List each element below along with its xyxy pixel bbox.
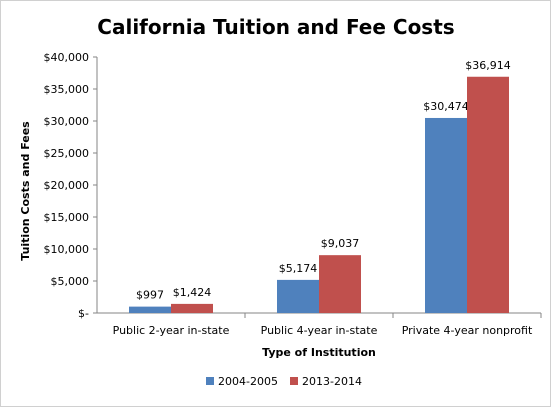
bar: [319, 255, 361, 313]
data-label: $5,174: [279, 262, 318, 275]
x-tick-label: Public 4-year in-state: [261, 324, 378, 337]
data-label: $997: [136, 289, 164, 302]
bar: [425, 117, 467, 313]
x-axis-title: Type of Institution: [262, 346, 376, 359]
y-tick-label: $15,000: [44, 211, 90, 224]
data-label: $9,037: [321, 237, 360, 250]
data-label: $30,474: [423, 100, 469, 113]
x-tick-label: Private 4-year nonprofit: [402, 324, 533, 337]
bar: [129, 306, 171, 313]
y-tick-label: $40,000: [44, 51, 90, 64]
y-tick-label: $20,000: [44, 179, 90, 192]
legend-swatch: [290, 377, 298, 385]
y-tick-label: $-: [78, 307, 89, 320]
chart-title: California Tuition and Fee Costs: [97, 15, 454, 39]
legend-label: 2004-2005: [218, 375, 278, 388]
bar: [467, 76, 509, 313]
y-axis-title: Tuition Costs and Fees: [19, 121, 32, 261]
y-tick-label: $10,000: [44, 243, 90, 256]
y-tick-label: $30,000: [44, 115, 90, 128]
data-label: $1,424: [173, 286, 212, 299]
bar: [171, 303, 213, 313]
bar: [277, 279, 319, 313]
y-tick-label: $35,000: [44, 83, 90, 96]
y-tick-label: $25,000: [44, 147, 90, 160]
plot-area: $- $5,000 $10,000 $15,000 $20,000 $25,000 $30,…: [44, 51, 542, 337]
legend: 2004-2005 2013-2014: [206, 375, 362, 388]
data-label: $36,914: [465, 59, 511, 72]
y-tick-label: $5,000: [51, 275, 90, 288]
x-tick-label: Public 2-year in-state: [113, 324, 230, 337]
legend-swatch: [206, 377, 214, 385]
legend-label: 2013-2014: [302, 375, 362, 388]
